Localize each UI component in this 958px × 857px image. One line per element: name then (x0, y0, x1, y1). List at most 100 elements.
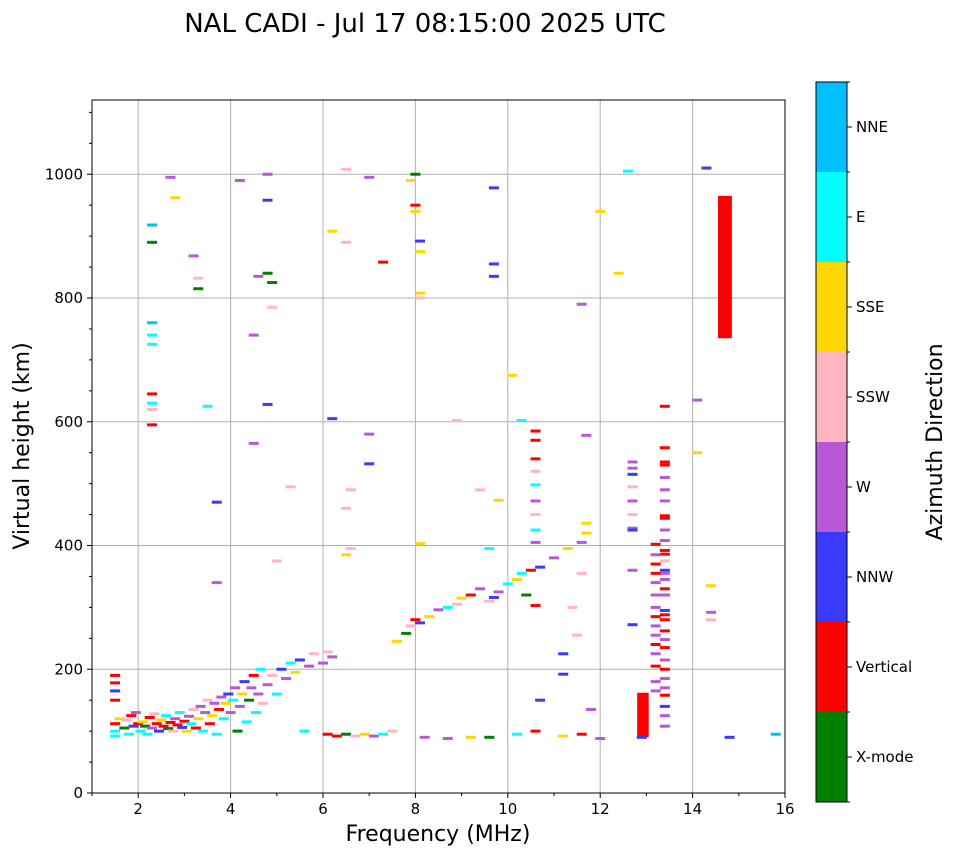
echo-point (405, 178, 416, 182)
echo-point (659, 714, 670, 718)
echo-point (415, 296, 426, 300)
echo-point (110, 729, 121, 733)
echo-point (475, 488, 486, 492)
x-tick-label: 12 (591, 800, 610, 818)
echo-point (659, 608, 670, 612)
echo-point (650, 643, 661, 646)
echo-point (304, 664, 315, 668)
x-tick-label: 4 (226, 800, 236, 818)
echo-point (659, 528, 670, 532)
echo-point (177, 725, 188, 729)
echo-point (364, 432, 375, 436)
echo-point (147, 392, 158, 396)
echo-point (114, 717, 125, 721)
echo-point (530, 469, 541, 473)
x-tick-label: 2 (133, 800, 143, 818)
echo-point (650, 593, 661, 597)
echo-point (659, 571, 670, 575)
y-tick-label: 400 (54, 537, 83, 555)
echo-point (484, 547, 495, 551)
echo-point (257, 701, 268, 705)
echo-block (718, 195, 732, 339)
echo-point (401, 631, 412, 635)
echo-point (530, 604, 541, 608)
echo-point (170, 196, 181, 200)
echo-point (220, 701, 231, 705)
echo-point (186, 722, 197, 726)
y-tick-label: 800 (54, 289, 83, 307)
echo-point (327, 655, 338, 659)
echo-point (123, 732, 134, 736)
echo-point (341, 167, 352, 171)
echo-point (442, 737, 453, 741)
echo-point (248, 333, 259, 337)
echo-point (627, 472, 638, 476)
echo-point (271, 559, 282, 563)
echo-point (225, 711, 236, 715)
echo-point (507, 373, 518, 377)
echo-point (659, 629, 670, 633)
echo-point (627, 568, 638, 572)
colorbar-tick-label: SSW (856, 388, 890, 406)
echo-point (659, 552, 670, 556)
echo-point (581, 433, 592, 437)
echo-point (318, 661, 328, 665)
echo-point (410, 172, 421, 176)
echo-point (650, 633, 661, 637)
echo-points (110, 166, 781, 741)
echo-point (465, 735, 476, 739)
echo-point (327, 417, 338, 421)
colorbar-frame (815, 81, 848, 803)
echo-point (262, 172, 273, 176)
echo-point (465, 593, 476, 597)
echo-point (659, 475, 670, 479)
echo-point (119, 726, 130, 730)
echo-point (475, 587, 486, 591)
echo-point (549, 556, 559, 560)
echo-point (576, 302, 587, 306)
echo-point (121, 718, 132, 722)
colorbar-segment (816, 532, 847, 622)
echo-point (530, 483, 541, 487)
echo-point (627, 466, 638, 470)
echo-point (659, 646, 670, 650)
echo-point (126, 714, 137, 718)
echo-point (493, 498, 504, 502)
echo-point (262, 271, 273, 275)
echo-point (341, 506, 352, 510)
echo-point (706, 618, 717, 622)
echo-point (193, 287, 204, 291)
echo-point (415, 239, 426, 243)
echo-point (530, 429, 541, 433)
y-tick-label: 600 (54, 413, 83, 431)
echo-point (530, 540, 541, 544)
echo-point (558, 672, 569, 676)
echo-point (525, 568, 536, 572)
echo-point (158, 724, 169, 728)
echo-point (364, 175, 375, 179)
echo-point (659, 463, 670, 467)
echo-point (133, 722, 144, 726)
colorbar-segment (816, 352, 847, 442)
colorbar-segment (816, 622, 847, 712)
echo-point (267, 281, 278, 285)
echo-point (174, 711, 185, 715)
echo-point (234, 178, 245, 182)
echo-point (128, 724, 139, 728)
echo-point (650, 605, 661, 609)
echo-point (415, 291, 426, 295)
x-tick-label: 10 (498, 800, 517, 818)
echo-point (160, 714, 171, 718)
echo-point (218, 717, 229, 721)
echo-point (322, 650, 333, 654)
echo-point (530, 729, 541, 733)
echo-point (147, 423, 158, 427)
echo-point (650, 553, 661, 557)
echo-point (262, 683, 273, 687)
x-tick-label: 8 (411, 800, 421, 818)
echo-point (364, 462, 375, 466)
x-axis-ticks: 2 4 6 8 10 12 14 16 (91, 793, 795, 818)
echo-point (567, 605, 578, 609)
colorbar-segment (816, 712, 847, 802)
echo-point (484, 599, 495, 603)
